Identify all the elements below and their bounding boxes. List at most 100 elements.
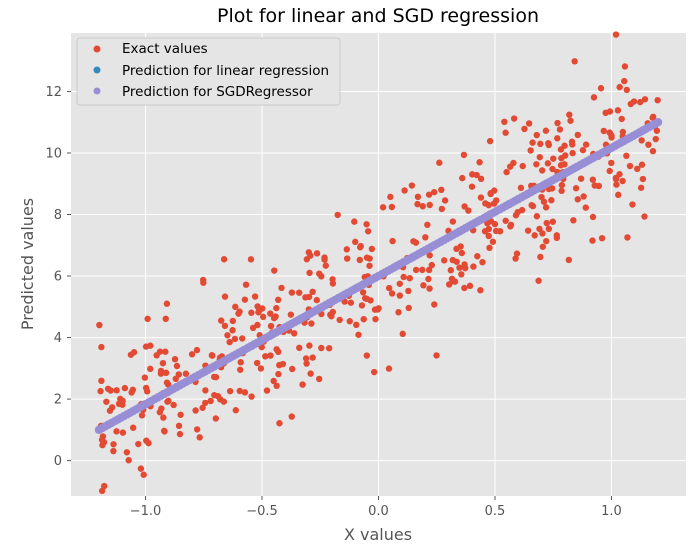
exact-value-point <box>548 185 556 192</box>
exact-value-point <box>476 159 483 166</box>
exact-value-point <box>600 127 607 135</box>
exact-value-point <box>652 135 659 143</box>
exact-value-point <box>524 227 532 234</box>
exact-value-point <box>140 471 147 478</box>
exact-value-point <box>275 296 282 304</box>
exact-value-point <box>248 393 255 400</box>
exact-value-point <box>103 398 110 405</box>
exact-value-point <box>543 219 550 227</box>
exact-value-point <box>542 204 550 211</box>
exact-value-point <box>425 191 433 198</box>
exact-value-point <box>569 149 576 157</box>
x-tick-label: −1.0 <box>130 504 162 519</box>
exact-value-point <box>318 344 325 352</box>
exact-value-point <box>542 127 550 134</box>
exact-value-point <box>507 223 514 230</box>
exact-value-point <box>502 217 509 224</box>
exact-value-point <box>129 386 137 393</box>
exact-value-point <box>171 356 179 363</box>
exact-value-point <box>456 264 463 271</box>
exact-value-point <box>163 300 171 307</box>
exact-value-point <box>529 139 536 146</box>
exact-value-point <box>606 129 613 136</box>
legend-label-linear-regression: Prediction for linear regression <box>122 63 329 79</box>
exact-value-point <box>343 246 350 253</box>
exact-value-point <box>379 204 387 211</box>
exact-value-point <box>313 250 321 257</box>
y-axis-label: Predicted values <box>18 198 37 330</box>
exact-value-point <box>119 429 127 436</box>
exact-value-point <box>273 346 280 353</box>
exact-value-point <box>426 252 433 259</box>
exact-value-point <box>461 203 468 210</box>
exact-value-point <box>295 289 303 296</box>
exact-value-point <box>363 352 370 359</box>
exact-value-point <box>175 422 183 430</box>
exact-value-point <box>276 361 283 369</box>
exact-value-point <box>612 31 620 38</box>
exact-value-point <box>558 181 566 189</box>
exact-value-point <box>543 237 550 245</box>
exact-value-point <box>162 315 169 323</box>
exact-value-point <box>482 200 489 207</box>
exact-value-point <box>613 181 620 188</box>
exact-value-point <box>202 399 209 407</box>
exact-value-point <box>533 161 540 168</box>
exact-value-point <box>162 348 169 355</box>
exact-value-point <box>352 238 359 246</box>
exact-value-point <box>276 420 283 427</box>
exact-value-point <box>193 346 201 354</box>
exact-value-point <box>638 137 645 144</box>
x-tick-label: 0.0 <box>368 504 389 519</box>
exact-value-point <box>289 365 296 373</box>
exact-value-point <box>621 63 629 70</box>
exact-value-point <box>388 290 396 297</box>
exact-value-point <box>395 309 402 316</box>
exact-value-point <box>506 163 514 170</box>
exact-value-point <box>536 225 543 233</box>
exact-value-point <box>355 331 362 338</box>
exact-value-point <box>108 404 116 411</box>
exact-value-point <box>275 370 282 378</box>
exact-value-point <box>387 193 394 201</box>
exact-value-point <box>608 159 615 167</box>
exact-value-point <box>449 256 456 264</box>
exact-value-point <box>549 165 556 173</box>
exact-value-point <box>232 407 239 414</box>
exact-value-point <box>438 205 446 213</box>
exact-value-point <box>329 308 337 316</box>
exact-value-point <box>529 202 537 210</box>
exact-value-point <box>267 352 274 359</box>
exact-value-point <box>226 338 233 346</box>
exact-value-point <box>308 320 315 327</box>
exact-value-point <box>303 360 310 367</box>
y-tick-label: 4 <box>54 331 62 346</box>
exact-value-point <box>353 321 360 328</box>
legend-marker-sgd-regressor <box>93 87 101 95</box>
exact-value-point <box>257 365 265 372</box>
exact-value-point <box>138 412 146 419</box>
exact-value-point <box>226 387 234 395</box>
exact-value-point <box>364 228 372 235</box>
exact-value-point <box>479 258 486 266</box>
exact-value-point <box>513 250 521 257</box>
exact-value-point <box>431 188 438 196</box>
exact-value-point <box>396 292 404 299</box>
exact-value-point <box>408 182 416 189</box>
exact-value-point <box>343 255 351 262</box>
exact-value-point <box>412 266 420 274</box>
exact-value-point <box>224 332 231 339</box>
exact-value-point <box>273 382 280 390</box>
exact-value-point <box>249 324 257 332</box>
exact-value-point <box>271 267 278 274</box>
exact-value-point <box>470 263 477 270</box>
exact-value-point <box>389 237 396 245</box>
exact-value-point <box>247 256 255 263</box>
exact-value-point <box>553 234 561 242</box>
exact-value-point <box>158 405 165 412</box>
data-layer <box>94 31 663 495</box>
exact-value-point <box>147 365 154 373</box>
exact-value-point <box>590 94 598 101</box>
exact-value-point <box>248 309 255 316</box>
